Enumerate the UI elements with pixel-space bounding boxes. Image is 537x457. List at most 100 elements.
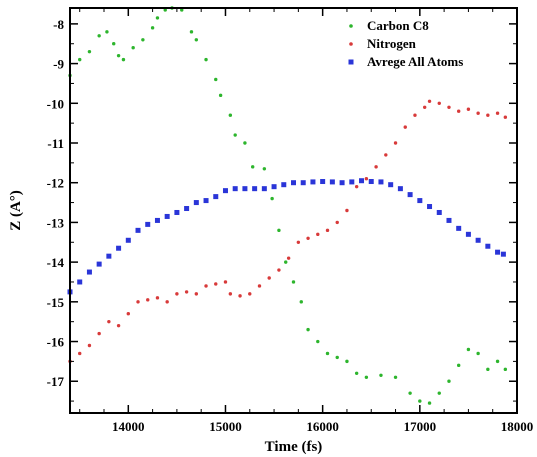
series-2-point-44 [495, 249, 501, 255]
series-2-point-25 [310, 179, 316, 185]
x-tick-label: 14000 [112, 419, 145, 434]
series-1-point-28 [335, 220, 339, 225]
series-0-point-35 [354, 371, 359, 375]
series-2-point-21 [271, 184, 277, 190]
series-1-point-13 [194, 292, 199, 296]
series-0-point-49 [503, 367, 508, 372]
series-1-point-40 [447, 105, 451, 109]
y-tick-label: -17 [47, 374, 65, 389]
series-0-point-3 [97, 34, 101, 38]
y-tick-label: -9 [53, 57, 64, 72]
y-tick-label: -13 [47, 215, 65, 230]
series-1-point-25 [306, 236, 310, 240]
series-0-point-24 [262, 167, 267, 171]
series-0-point-31 [316, 339, 320, 344]
series-1-point-4 [107, 319, 111, 324]
series-0-point-28 [291, 280, 296, 284]
series-1-point-9 [155, 296, 160, 300]
x-tick-label: 15000 [209, 419, 242, 434]
series-1-point-5 [116, 323, 121, 328]
series-0-point-41 [427, 401, 432, 405]
series-1-point-21 [267, 276, 271, 280]
series-1-point-26 [316, 232, 320, 237]
series-2-point-13 [193, 200, 199, 206]
series-1-point-12 [184, 290, 189, 294]
series-0-point-26 [277, 228, 281, 233]
series-1-point-43 [476, 111, 480, 115]
series-1-point-11 [175, 292, 179, 296]
series-2-point-2 [86, 269, 92, 275]
series-1-point-44 [486, 113, 490, 117]
y-tick-label: -10 [47, 96, 64, 111]
series-0-point-27 [284, 260, 288, 264]
series-2-point-35 [407, 192, 413, 198]
y-tick-label: -16 [47, 335, 65, 350]
series-1-point-46 [503, 115, 508, 119]
series-2-point-40 [456, 225, 462, 231]
series-2-point-43 [485, 243, 491, 249]
series-2-point-10 [164, 213, 170, 219]
series-2-point-33 [388, 182, 394, 188]
series-1-point-35 [403, 125, 407, 129]
series-0-point-34 [345, 359, 349, 364]
series-2-point-6 [125, 237, 131, 243]
legend-marker-2 [348, 59, 354, 65]
series-1-point-31 [364, 177, 369, 181]
series-0-point-14 [180, 8, 184, 12]
series-1-point-6 [126, 312, 131, 316]
series-1-point-16 [223, 280, 228, 284]
series-1-point-18 [238, 294, 242, 298]
series-0-point-36 [364, 375, 369, 379]
series-1-point-29 [345, 208, 349, 213]
series-2-point-14 [203, 198, 209, 204]
series-0-point-29 [299, 300, 303, 304]
series-2-point-11 [174, 209, 180, 215]
series-0-point-44 [456, 363, 461, 368]
series-0-point-23 [250, 165, 255, 169]
y-axis-label: Z (A°) [8, 190, 24, 231]
series-2-point-15 [213, 194, 219, 200]
series-0-point-12 [163, 8, 167, 12]
x-tick-label: 17000 [404, 419, 437, 434]
series-0-point-47 [486, 367, 490, 372]
series-0-point-5 [112, 42, 116, 46]
series-1-point-41 [456, 109, 461, 113]
series-2-point-26 [320, 179, 326, 185]
series-1-point-33 [384, 153, 388, 157]
series-1-point-39 [437, 101, 441, 105]
series-2-point-17 [232, 186, 238, 192]
series-0-point-1 [78, 57, 82, 62]
x-tick-label: 18000 [501, 419, 534, 434]
series-2-point-32 [378, 179, 384, 185]
series-2-point-31 [368, 179, 374, 185]
series-0-point-40 [418, 399, 422, 403]
series-1-point-1 [78, 351, 82, 356]
series-0-point-21 [233, 133, 237, 137]
series-0-point-20 [228, 113, 233, 117]
series-1-point-24 [296, 240, 301, 244]
series-1-point-32 [374, 165, 378, 169]
series-0-point-30 [306, 327, 310, 332]
series-2-point-22 [281, 182, 287, 188]
series-2-point-1 [77, 279, 83, 285]
x-axis-label: Time (fs) [265, 439, 323, 455]
series-0-point-19 [218, 93, 223, 98]
y-tick-label: -15 [47, 295, 65, 310]
series-2-point-5 [116, 245, 122, 251]
series-1-point-37 [422, 105, 427, 109]
y-tick-label: -14 [47, 255, 65, 270]
series-0-point-39 [408, 391, 412, 395]
series-0-point-10 [150, 26, 155, 30]
series-2-point-45 [500, 251, 506, 257]
series-0-point-15 [189, 30, 194, 34]
series-1-point-42 [466, 107, 471, 111]
series-1-point-7 [136, 300, 140, 304]
legend-label-0: Carbon C8 [367, 18, 429, 33]
series-0-point-32 [325, 351, 330, 356]
y-tick-label: -8 [53, 17, 64, 32]
series-2-point-38 [436, 209, 442, 215]
series-1-point-3 [97, 331, 101, 336]
series-0-point-46 [476, 351, 480, 356]
series-1 [68, 99, 508, 364]
series-2 [67, 178, 506, 295]
